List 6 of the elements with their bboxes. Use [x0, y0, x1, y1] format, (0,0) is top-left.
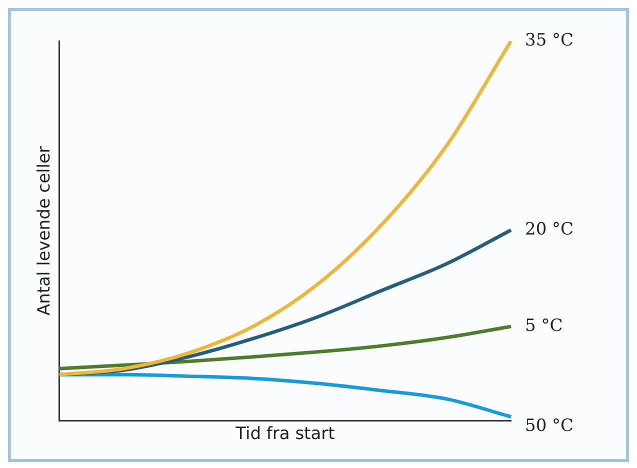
x-axis-title: Tid fra start — [234, 424, 336, 444]
series-label: 50 °C — [525, 416, 574, 436]
y-axis-title: Antal levende celler — [34, 146, 55, 316]
series-label: 20 °C — [525, 219, 574, 240]
series-label: 5 °C — [525, 316, 563, 336]
series-label: 35 °C — [525, 30, 574, 50]
